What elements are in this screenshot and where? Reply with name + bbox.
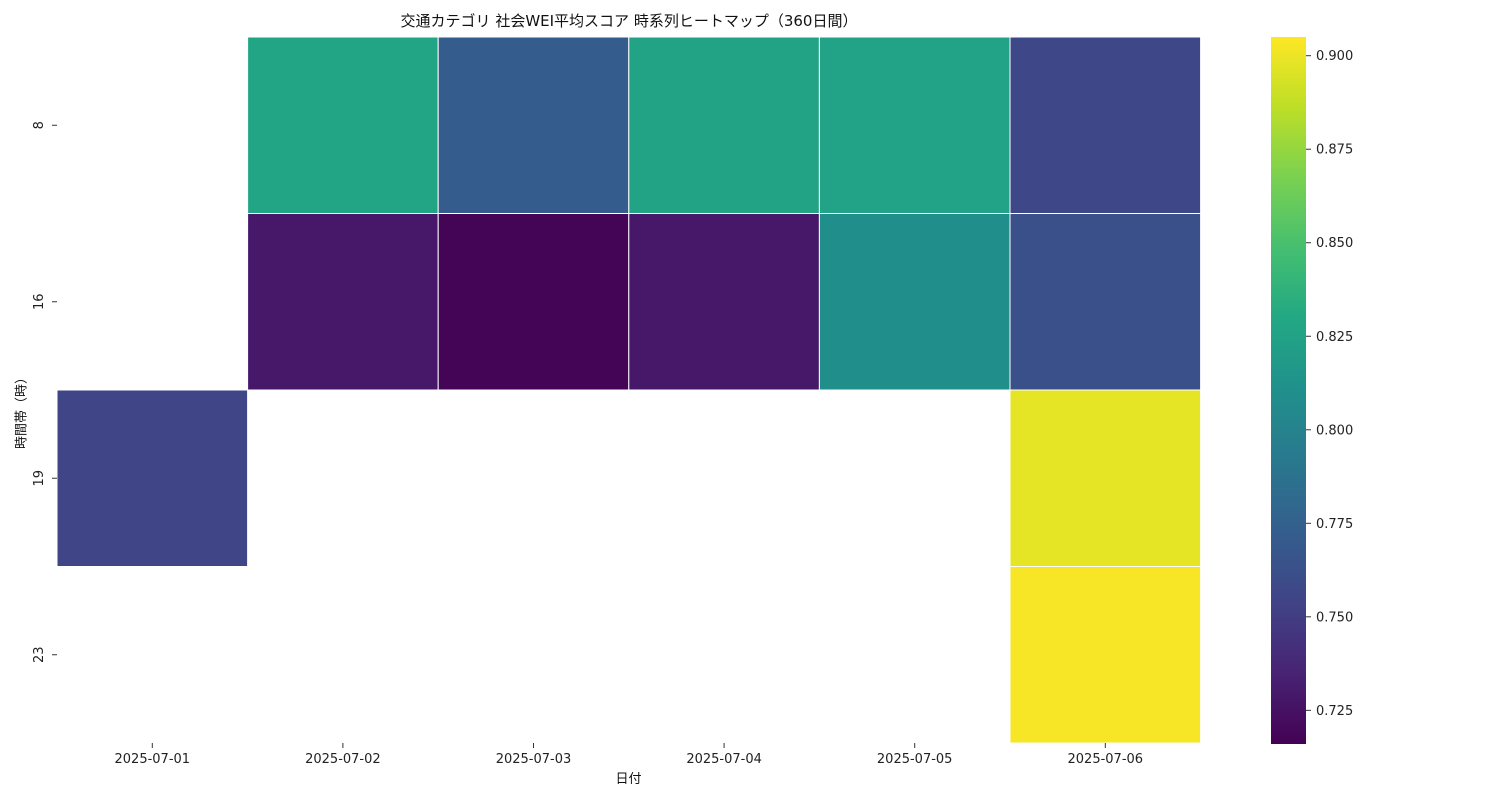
x-tick-label: 2025-07-01	[115, 752, 191, 767]
y-tick-label: 19	[32, 470, 47, 487]
colorbar-tick-label: 0.825	[1316, 330, 1353, 345]
colorbar-tick-label: 0.850	[1316, 236, 1353, 251]
heatmap-cell	[437, 36, 630, 214]
x-tick-label: 2025-07-04	[686, 752, 762, 767]
colorbar-tick-label: 0.900	[1316, 49, 1353, 64]
x-tick-label: 2025-07-02	[305, 752, 381, 767]
x-axis-label: 日付	[615, 772, 642, 787]
x-tick-label: 2025-07-06	[1068, 752, 1144, 767]
colorbar	[1271, 37, 1306, 744]
heatmap-cell	[1009, 389, 1202, 567]
heatmap-cell	[1009, 566, 1202, 744]
heatmap-cell	[628, 213, 820, 391]
colorbar-tick-label: 0.750	[1316, 610, 1353, 625]
y-tick-label: 23	[32, 646, 47, 663]
chart-title: 交通カテゴリ 社会WEI平均スコア 時系列ヒートマップ（360日間）	[400, 12, 858, 30]
colorbar-tick-label: 0.800	[1316, 423, 1353, 438]
heatmap-cell	[628, 36, 820, 214]
heatmap-cell	[1009, 213, 1202, 391]
heatmap-cell	[56, 389, 249, 567]
heatmap-cell	[818, 36, 1011, 214]
y-tick-label: 16	[32, 293, 47, 310]
y-axis-label: 時間帯（時）	[14, 370, 30, 450]
heatmap-cell	[818, 213, 1011, 391]
x-tick-label: 2025-07-05	[877, 752, 953, 767]
heatmap-cell	[247, 36, 439, 214]
colorbar-tick-label: 0.875	[1316, 143, 1353, 158]
colorbar-tick-label: 0.725	[1316, 704, 1353, 719]
heatmap-cell	[247, 213, 439, 391]
heatmap-cell	[437, 213, 630, 391]
colorbar-tick-label: 0.775	[1316, 517, 1353, 532]
y-tick-label: 8	[32, 121, 47, 129]
heatmap-cell	[1009, 36, 1202, 214]
x-tick-label: 2025-07-03	[496, 752, 572, 767]
